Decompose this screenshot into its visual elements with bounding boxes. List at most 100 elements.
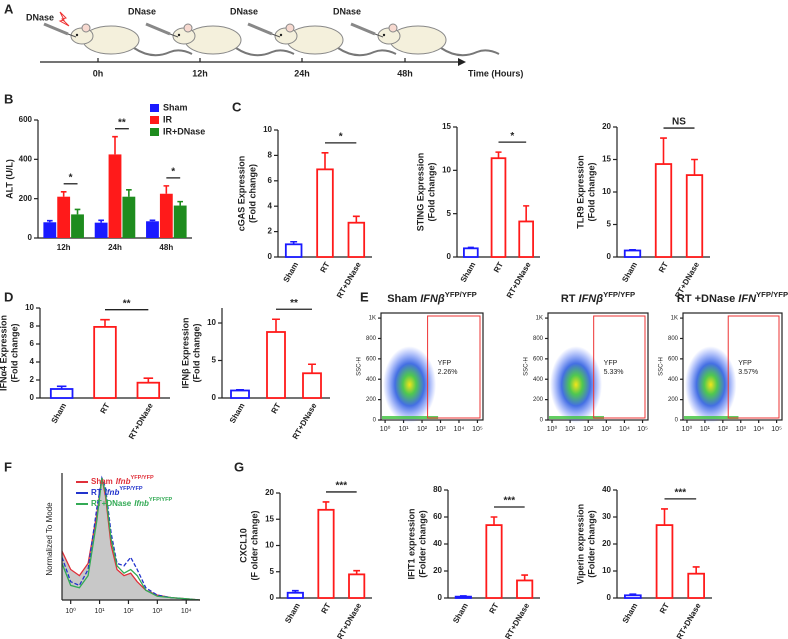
x-tick-label: 10⁵ bbox=[771, 426, 782, 433]
error-bar bbox=[46, 219, 53, 223]
x-tick-label: RT+DNase bbox=[335, 601, 363, 639]
y-tick-label: 0 bbox=[675, 418, 679, 424]
y-tick-label: 600 bbox=[668, 356, 679, 362]
error-bar bbox=[467, 246, 474, 249]
superscript: YFP/YFP bbox=[603, 290, 635, 299]
significance-label: ** bbox=[290, 298, 298, 309]
drug-label: DNase bbox=[230, 6, 258, 16]
panel-letter: A bbox=[4, 1, 14, 16]
x-tick-label: RT+DNase bbox=[505, 260, 533, 300]
x-tick-label: RT+DNase bbox=[335, 260, 363, 300]
y-axis-label: IFNβ Expression bbox=[180, 317, 190, 388]
bar bbox=[490, 157, 507, 258]
y-tick-label: 40 bbox=[433, 539, 442, 548]
bar bbox=[57, 196, 71, 238]
x-tick-label: RT bbox=[492, 260, 505, 274]
y-tick-label: 60 bbox=[433, 512, 442, 521]
x-tick-label: RT bbox=[487, 601, 500, 615]
bar bbox=[302, 372, 322, 399]
error-bar bbox=[691, 158, 698, 176]
plot-frame bbox=[547, 312, 649, 421]
y-tick-label: 20 bbox=[602, 122, 611, 131]
error-bar bbox=[60, 190, 67, 197]
x-tick-label: 10⁰ bbox=[682, 425, 693, 433]
label-prefix: Sham bbox=[91, 477, 113, 486]
y-tick-label: 200 bbox=[668, 397, 679, 403]
y-tick-label: 0 bbox=[212, 393, 217, 402]
bar bbox=[159, 193, 173, 238]
bar bbox=[146, 221, 159, 238]
x-tick-label: RT bbox=[98, 401, 111, 415]
y-axis-label: Normalized To Mode bbox=[45, 502, 54, 576]
plot-frame bbox=[682, 312, 783, 421]
x-tick-label: 10³ bbox=[601, 426, 612, 433]
panel-letter: F bbox=[4, 459, 12, 474]
y-tick-label: 8 bbox=[268, 151, 273, 160]
error-bar bbox=[236, 388, 244, 391]
irradiation-bolt bbox=[58, 11, 70, 27]
error-bar bbox=[352, 215, 360, 223]
bar bbox=[654, 163, 673, 258]
y-tick-label: 0 bbox=[30, 393, 35, 402]
x-tick-label: 10⁰ bbox=[547, 425, 558, 433]
needle bbox=[67, 33, 77, 38]
x-tick-label: RT bbox=[269, 401, 282, 415]
error-bar bbox=[143, 377, 154, 383]
y-axis-label: (Fold change) bbox=[191, 324, 201, 383]
y-tick-label: 0 bbox=[438, 593, 443, 602]
bar bbox=[71, 214, 84, 238]
y-axis-label: SSC-H bbox=[524, 357, 530, 376]
y-tick-label: 10 bbox=[442, 165, 451, 174]
y-axis-label: cGAS Expression bbox=[236, 156, 246, 232]
x-tick-label: 24h bbox=[108, 243, 122, 252]
gate-label: YFP bbox=[438, 360, 452, 367]
bar bbox=[286, 591, 304, 599]
mouse-ear bbox=[285, 23, 295, 33]
y-tick-label: 8 bbox=[30, 321, 35, 330]
x-tick-label: 10³ bbox=[435, 426, 446, 433]
y-tick-label: 0 bbox=[268, 252, 273, 261]
superscript: YFP/YFP bbox=[445, 290, 477, 299]
error-bar bbox=[126, 189, 132, 197]
bar bbox=[685, 174, 704, 258]
y-axis-label: (Folder change) bbox=[417, 510, 427, 578]
error-bar bbox=[521, 574, 529, 581]
panel-title: Sham IFNβYFP/YFP bbox=[387, 290, 477, 305]
x-tick-label: Sham bbox=[283, 602, 302, 625]
time-label: 24h bbox=[294, 68, 310, 78]
x-tick-label: RT+DNase bbox=[675, 601, 703, 639]
y-tick-label: 0 bbox=[607, 593, 612, 602]
x-tick-label: 10³ bbox=[736, 426, 747, 433]
x-tick-label: RT bbox=[318, 260, 331, 274]
y-tick-label: 400 bbox=[533, 377, 544, 383]
mouse-ear bbox=[81, 23, 91, 33]
panel-title: RT IFNβYFP/YFP bbox=[561, 290, 635, 305]
density-floor bbox=[549, 416, 604, 419]
y-tick-label: 4 bbox=[268, 201, 273, 210]
mouse-tail bbox=[440, 47, 500, 57]
x-tick-label: 10¹ bbox=[565, 426, 576, 433]
density-floor bbox=[684, 416, 739, 419]
gate bbox=[727, 315, 780, 419]
x-tick-label: 48h bbox=[159, 243, 173, 252]
x-tick-label: 10² bbox=[718, 426, 729, 433]
y-tick-label: 15 bbox=[602, 155, 611, 164]
x-tick-label: 10⁴ bbox=[181, 608, 192, 615]
gene-name: IFNβ bbox=[579, 293, 604, 305]
panel-letter: G bbox=[234, 459, 244, 474]
y-tick-label: 0 bbox=[28, 233, 33, 242]
error-bar bbox=[459, 595, 467, 597]
x-tick-label: 10⁴ bbox=[753, 426, 764, 433]
bar bbox=[43, 222, 57, 238]
error-bar bbox=[321, 152, 329, 170]
x-tick-label: 10⁰ bbox=[65, 607, 76, 615]
superscript: YFP/YFP bbox=[119, 486, 143, 492]
x-tick-label: Sham bbox=[228, 402, 247, 425]
bar bbox=[266, 331, 286, 399]
error-bar bbox=[112, 135, 118, 155]
histogram-line bbox=[61, 477, 201, 601]
y-tick-label: 0 bbox=[373, 418, 377, 424]
error-bar bbox=[629, 593, 637, 596]
bar bbox=[94, 222, 108, 238]
y-axis-label: ALT (U/L) bbox=[4, 159, 14, 199]
